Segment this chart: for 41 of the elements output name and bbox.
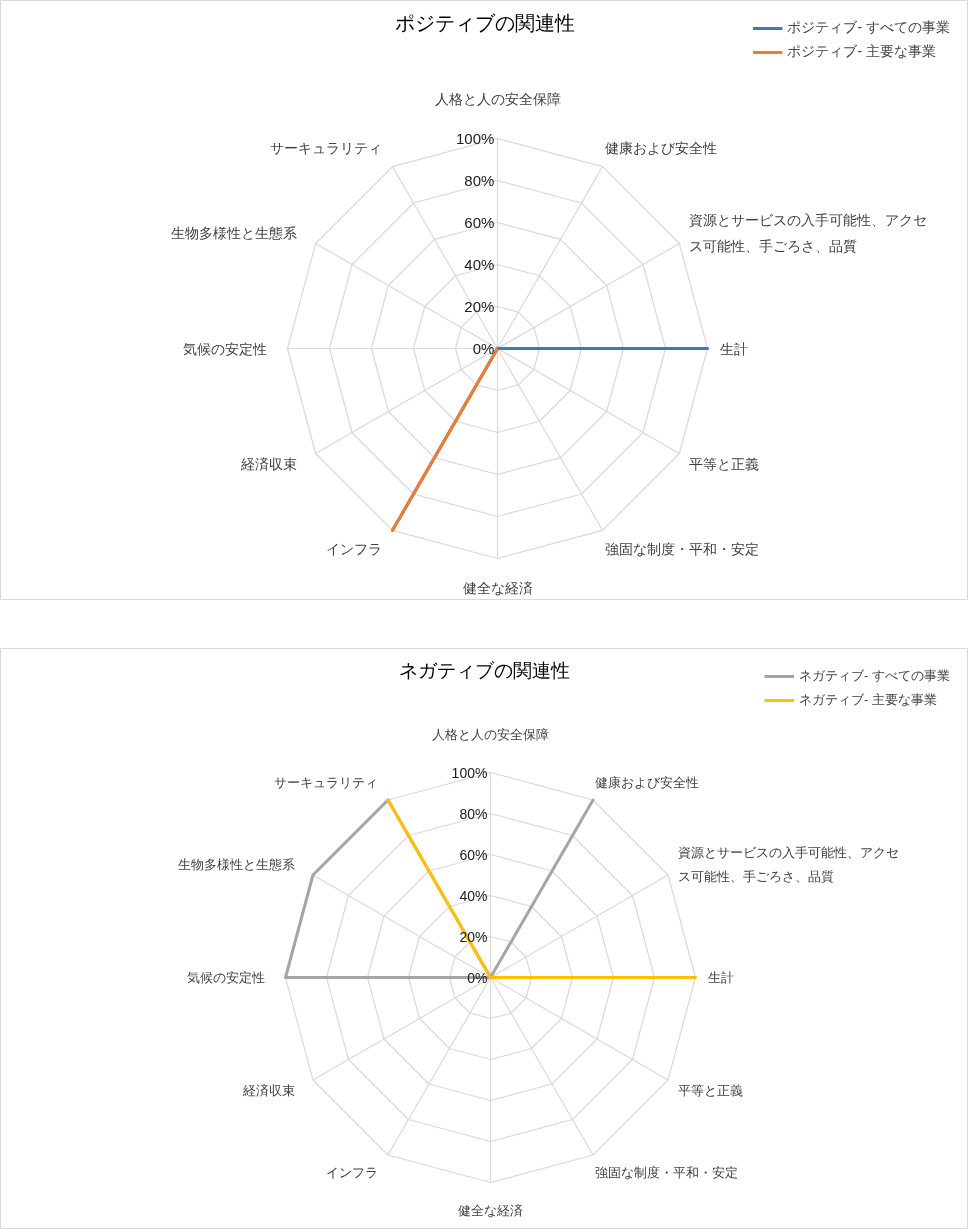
spoke-label: 強固な制度・平和・安定 — [595, 1165, 739, 1181]
chart-title: ポジティブの関連性 — [394, 11, 575, 34]
y-tick-label: 40% — [459, 887, 488, 904]
y-tick-label: 60% — [464, 214, 495, 231]
legend-label: ポジティブ- すべての事業 — [787, 19, 950, 37]
spoke-label: 人格と人の安全保障 — [434, 91, 561, 107]
spoke-label: 気候の安定性 — [187, 970, 265, 985]
y-tick-label: 40% — [464, 256, 495, 273]
spoke-label: 平等と正義 — [689, 456, 760, 472]
spoke-label: 平等と正義 — [677, 1082, 743, 1098]
spoke-label: 経済収束 — [240, 456, 298, 472]
y-tick-label: 60% — [459, 846, 488, 863]
y-tick-label: 80% — [459, 805, 488, 822]
spoke-label: インフラ — [326, 540, 382, 557]
spoke-label: 健康および安全性 — [595, 774, 700, 790]
spoke-label: 経済収束 — [242, 1082, 296, 1098]
spoke-label: 人格と人の安全保障 — [432, 726, 549, 742]
spoke-label: 生計 — [707, 970, 734, 985]
y-tick-label: 0% — [467, 969, 488, 986]
spoke-label: 気候の安定性 — [182, 340, 267, 357]
spoke-label: インフラ — [325, 1165, 378, 1181]
legend-label: ポジティブ- 主要な事業 — [787, 43, 936, 61]
spoke-label: サーキュラリティ — [273, 774, 378, 790]
y-tick-label: 20% — [464, 298, 495, 315]
spoke-label: 生物多様性と生態系 — [171, 225, 298, 241]
spoke-label: 健康および安全性 — [604, 140, 717, 157]
spoke-label: 資源とサービスの入手可能性、アクセス可能性、手ごろさ、品質 — [677, 845, 899, 885]
spoke-label: 健全な経済 — [458, 1203, 523, 1218]
y-tick-label: 100% — [455, 130, 495, 147]
y-tick-label: 80% — [464, 172, 495, 189]
spoke-label: 強固な制度・平和・安定 — [604, 540, 759, 557]
chart-title: ネガティブの関連性 — [399, 660, 570, 681]
spoke-label: 資源とサービスの入手可能性、アクセス可能性、手ごろさ、品質 — [689, 212, 928, 254]
spoke-label: 生計 — [720, 340, 749, 357]
spoke-label: 生物多様性と生態系 — [178, 857, 296, 873]
spoke-label: サーキュラリティ — [270, 140, 382, 157]
spoke-label: 健全な経済 — [462, 579, 533, 596]
legend-label: ネガティブ- 主要な事業 — [799, 691, 937, 709]
y-tick-label: 100% — [451, 764, 488, 781]
y-tick-label: 0% — [472, 340, 495, 357]
legend-label: ネガティブ- すべての事業 — [799, 667, 950, 685]
